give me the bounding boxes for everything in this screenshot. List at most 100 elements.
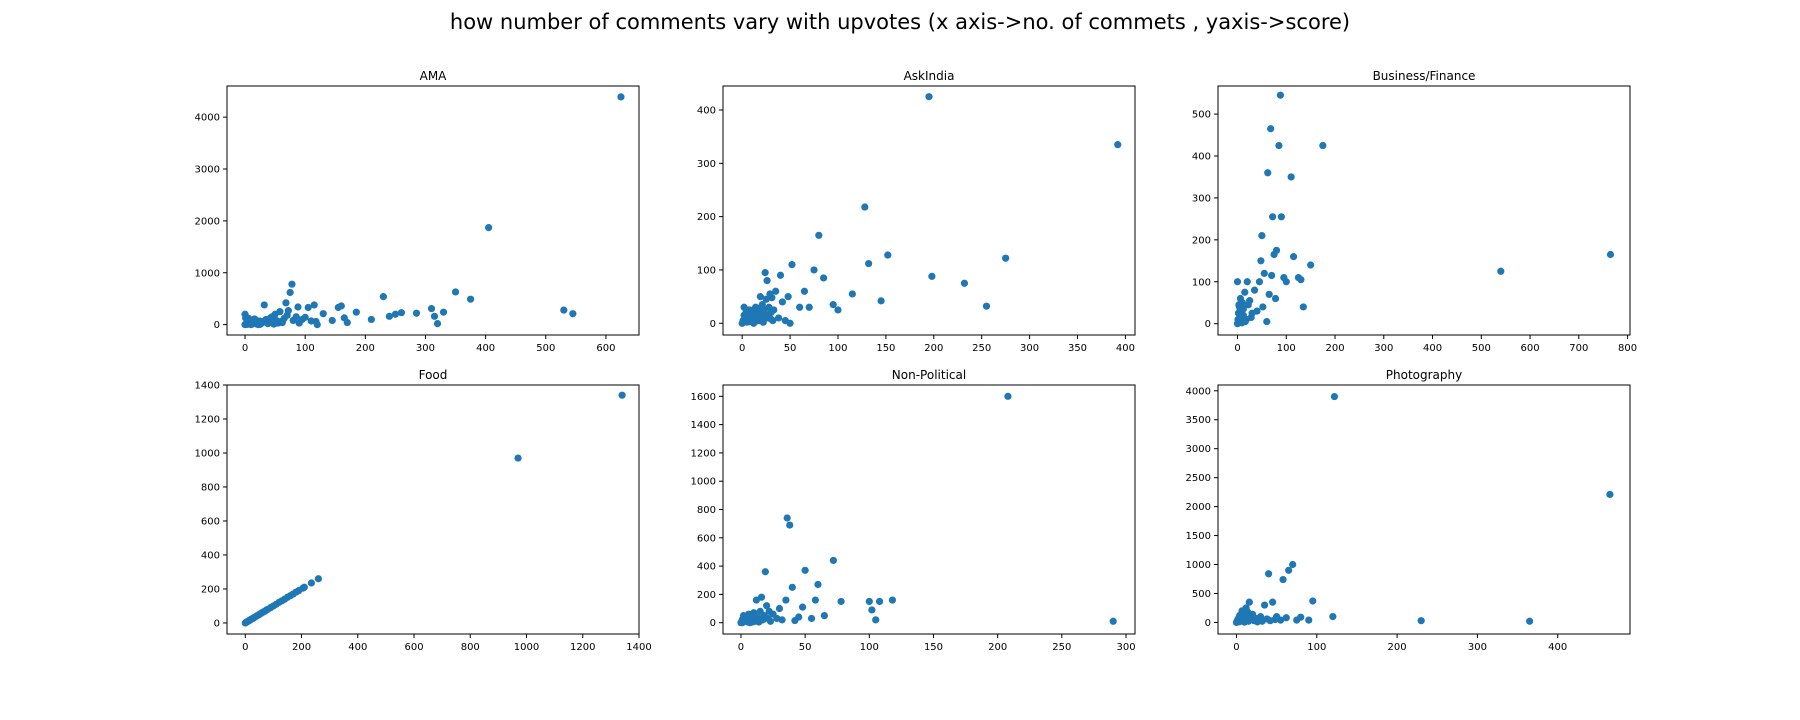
- scatter-point: [385, 312, 393, 320]
- scatter-point: [1279, 575, 1287, 584]
- scatter-point: [397, 309, 406, 317]
- x-tick-label: 100: [1307, 642, 1326, 653]
- x-tick-label: 100: [1277, 343, 1296, 354]
- y-tick-label: 1500: [1186, 531, 1211, 542]
- scatter-point: [301, 313, 309, 321]
- scatter-point: [761, 568, 769, 576]
- x-tick-label: 400: [1548, 642, 1567, 653]
- x-tick-label: 350: [1068, 343, 1087, 354]
- scatter-point: [763, 602, 771, 610]
- x-tick-label: 300: [416, 343, 435, 354]
- scatter-point: [837, 597, 845, 606]
- y-tick-label: 500: [1192, 110, 1211, 121]
- scatter-point: [750, 319, 758, 327]
- scatter-point: [877, 297, 885, 305]
- scatter-point: [776, 271, 785, 279]
- scatter-point: [888, 596, 897, 604]
- scatter-points: [1233, 91, 1615, 328]
- scatter-point: [379, 293, 387, 301]
- scatter-point: [788, 261, 796, 269]
- scatter-point: [805, 303, 813, 311]
- plot-frame: [1217, 384, 1631, 635]
- scatter-point: [617, 93, 625, 101]
- scatter-point: [343, 318, 351, 327]
- scatter-point: [1246, 297, 1254, 305]
- y-tick-label: 200: [201, 584, 220, 595]
- scatter-point: [1319, 141, 1327, 150]
- scatter-point: [1259, 303, 1267, 311]
- scatter-point: [451, 288, 460, 296]
- scatter-point: [1305, 616, 1313, 624]
- y-tick-label: 1000: [1186, 560, 1211, 571]
- x-tick-label: 200: [1325, 343, 1344, 354]
- scatter-point: [1271, 294, 1280, 303]
- scatter-point: [314, 575, 322, 583]
- scatter-point: [427, 304, 436, 313]
- scatter-point: [757, 593, 766, 601]
- scatter-point: [848, 290, 856, 298]
- subplot-food: Food 0 200 400 600 800 1000 1200 1400 0 200 400 600 8…: [195, 368, 652, 653]
- scatter-points: [241, 391, 626, 627]
- scatter-point: [310, 301, 318, 309]
- scatter-point: [1245, 598, 1253, 606]
- scatter-point: [820, 612, 828, 620]
- scatter-point: [430, 312, 439, 320]
- scatter-point: [782, 596, 790, 604]
- scatter-point: [1258, 232, 1266, 240]
- scatter-point: [834, 306, 842, 314]
- scatter-point: [775, 604, 784, 613]
- scatter-point: [1297, 276, 1305, 284]
- scatter-point: [1269, 213, 1277, 221]
- scatter-point: [294, 303, 302, 311]
- scatter-points: [241, 93, 625, 329]
- y-tick-label: 4000: [1186, 386, 1211, 397]
- scatter-point: [352, 308, 360, 316]
- scatter-point: [337, 302, 345, 310]
- scatter-point: [1272, 246, 1281, 254]
- scatter-point: [439, 308, 448, 316]
- scatter-point: [1299, 303, 1307, 311]
- y-tick-label: 300: [697, 159, 716, 170]
- scatter-point: [1282, 278, 1290, 286]
- y-tick-label: 0: [710, 618, 716, 629]
- scatter-point: [865, 597, 873, 606]
- y-tick-label: 3000: [195, 165, 220, 176]
- y-tick-label: 400: [697, 105, 716, 116]
- scatter-point: [767, 315, 775, 323]
- y-tick-label: 1600: [691, 392, 716, 403]
- scatter-point: [1282, 614, 1290, 622]
- subplot-title: AMA: [420, 69, 448, 83]
- scatter-point: [925, 93, 933, 101]
- scatter-point: [466, 295, 475, 303]
- plot-frame: [1217, 85, 1631, 336]
- scatter-point: [807, 614, 816, 623]
- y-tick-label: 800: [201, 482, 220, 493]
- scatter-point: [788, 583, 796, 591]
- x-tick-label: 400: [1116, 343, 1135, 354]
- scatter-point: [1241, 317, 1249, 326]
- subplot-title: Food: [419, 368, 448, 382]
- subplot-title: Photography: [1386, 368, 1462, 382]
- y-tick-label: 0: [1205, 618, 1211, 629]
- scatter-point: [786, 521, 794, 529]
- scatter-point: [255, 317, 264, 325]
- scatter-point: [300, 583, 308, 591]
- x-tick-label: 100: [860, 642, 879, 653]
- scatter-point: [1277, 213, 1285, 221]
- scatter-point: [868, 606, 876, 614]
- scatter-point: [754, 616, 762, 624]
- scatter-point: [1260, 269, 1268, 277]
- scatter-point: [766, 617, 775, 625]
- scatter-point: [820, 274, 828, 282]
- scatter-point: [740, 303, 748, 311]
- scatter-point: [1004, 392, 1012, 400]
- subplot-non-political: Non-Political 0 50 100 150 200 250 300 0 200 400 60…: [691, 368, 1136, 653]
- scatter-point: [811, 596, 820, 604]
- x-tick-label: 300: [1116, 642, 1135, 653]
- x-tick-label: 600: [404, 642, 423, 653]
- scatter-point: [772, 287, 780, 295]
- scatter-point: [1264, 169, 1272, 177]
- x-tick-label: 150: [924, 642, 943, 653]
- scatter-point: [618, 391, 626, 399]
